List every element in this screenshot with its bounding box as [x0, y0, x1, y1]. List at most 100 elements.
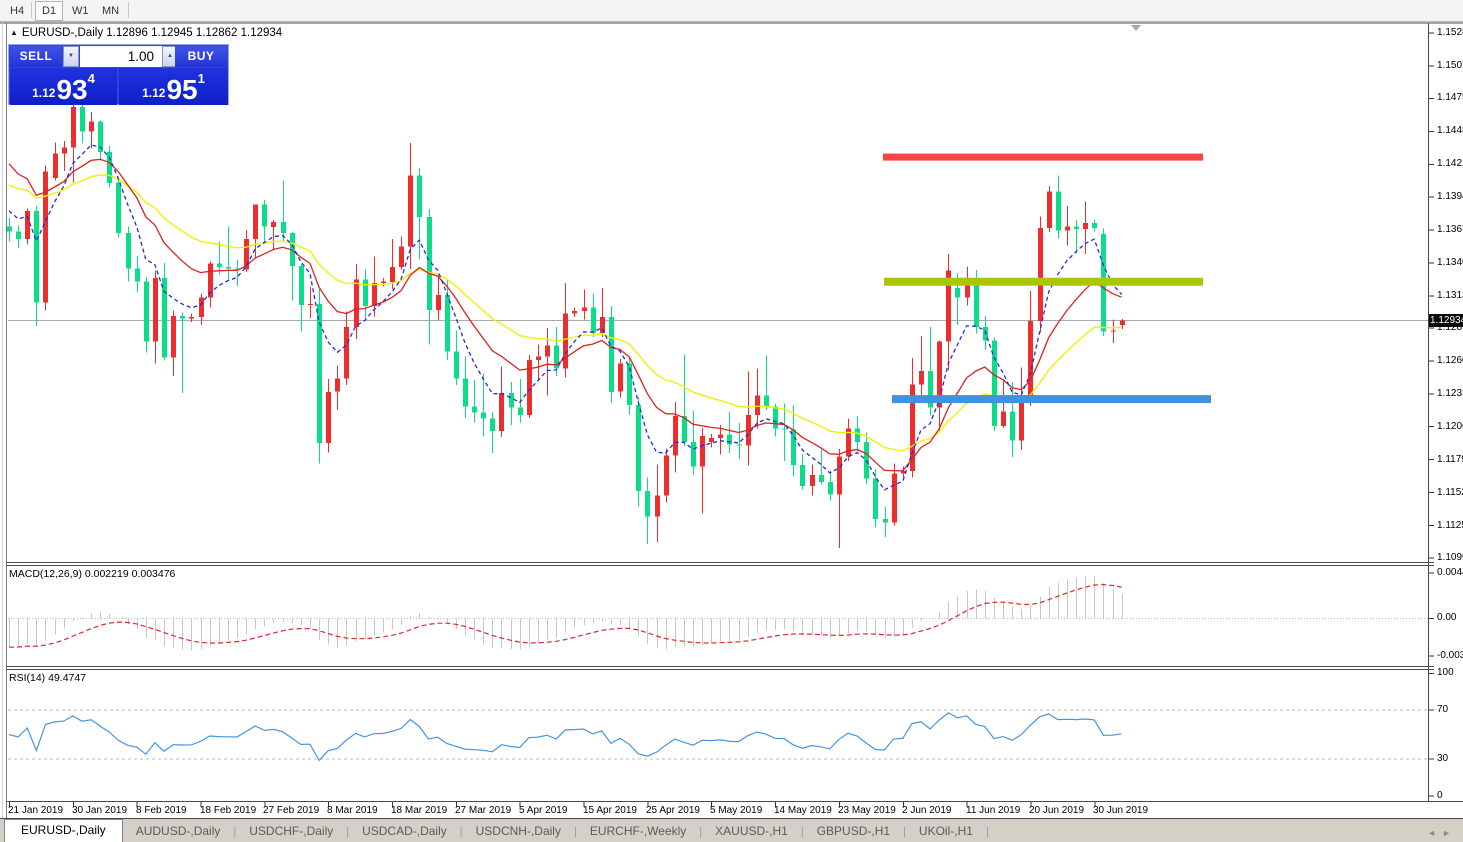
- chart-shift-marker-icon[interactable]: [1131, 25, 1141, 31]
- chart-title: ▲ EURUSD-,Daily 1.12896 1.12945 1.12862 1…: [10, 27, 282, 39]
- hline-support[interactable]: [892, 395, 1211, 404]
- candle: [1028, 320, 1033, 402]
- tab-separator: |: [903, 826, 906, 838]
- tab-separator: |: [459, 826, 463, 838]
- candle: [135, 268, 140, 282]
- candle: [764, 395, 769, 407]
- candle: [636, 405, 641, 491]
- candle: [235, 268, 240, 270]
- sell-price-prefix: 1.12: [32, 86, 56, 100]
- candle: [955, 287, 960, 298]
- date-label: 5 May 2019: [710, 805, 763, 816]
- macd-signal-line: [8, 583, 1122, 648]
- sell-button[interactable]: SELL: [10, 46, 62, 67]
- volume-decrease-spinner[interactable]: ▼: [63, 46, 79, 67]
- candle: [399, 246, 404, 268]
- candle: [199, 297, 204, 318]
- candle: [883, 518, 888, 523]
- scroll-right-icon[interactable]: ►: [1442, 828, 1457, 838]
- candle: [354, 279, 359, 327]
- price-tick-label: 1.11525: [1437, 487, 1463, 498]
- buy-price-display[interactable]: 1.12 95 1: [119, 68, 228, 105]
- candle: [372, 283, 377, 307]
- macd-main-value: 0.002219: [84, 568, 129, 580]
- candle: [208, 263, 213, 298]
- bar-high: 1.12945: [151, 27, 193, 39]
- candle: [1010, 411, 1015, 441]
- candle: [1111, 330, 1116, 332]
- buy-button[interactable]: BUY: [175, 46, 227, 67]
- tab-separator: |: [985, 826, 989, 838]
- volume-increase-spinner[interactable]: ▲: [162, 46, 178, 67]
- rsi-tick-label: 70: [1437, 704, 1449, 715]
- scroll-left-icon[interactable]: ◄: [1427, 828, 1443, 838]
- candle: [226, 267, 231, 269]
- tab-scroll-arrows[interactable]: ◄►: [1427, 828, 1457, 838]
- price-tick-label: 1.13405: [1437, 257, 1463, 268]
- timeframe-button-mn[interactable]: MN: [102, 5, 120, 17]
- volume-input[interactable]: [80, 46, 162, 67]
- tab-gbpusd-h1[interactable]: GBPUSD-,H1: [816, 824, 891, 838]
- candle: [572, 311, 577, 314]
- tab-usdcad-daily[interactable]: USDCAD-,Daily: [362, 824, 447, 838]
- candle: [271, 221, 276, 227]
- hline-resistance[interactable]: [883, 153, 1203, 161]
- timeframe-button-d1[interactable]: D1: [35, 1, 64, 21]
- candle: [490, 418, 495, 431]
- candle: [737, 444, 742, 446]
- tab-usdcnh-daily[interactable]: USDCNH-,Daily: [475, 824, 561, 838]
- candle: [189, 317, 194, 319]
- candle: [1120, 320, 1125, 325]
- candle: [718, 434, 723, 439]
- timeframe-button-w1[interactable]: W1: [72, 5, 89, 17]
- candle: [691, 441, 696, 467]
- tab-separator: |: [233, 826, 237, 838]
- sell-price-display[interactable]: 1.12 93 4: [10, 68, 117, 105]
- candle: [819, 474, 824, 483]
- tab-usdchf-daily[interactable]: USDCHF-,Daily: [249, 824, 334, 838]
- candle: [518, 407, 523, 415]
- candle: [281, 221, 286, 233]
- candle: [217, 263, 222, 268]
- candle: [89, 121, 94, 132]
- candle: [116, 182, 121, 233]
- candle: [363, 279, 368, 307]
- candle: [427, 217, 432, 310]
- candle: [709, 438, 714, 442]
- tab-separator: |: [800, 826, 804, 838]
- tab-ukoil-h1[interactable]: UKOil-,H1: [918, 824, 973, 838]
- candle: [645, 490, 650, 517]
- buy-price-big: 95: [166, 74, 198, 105]
- candle: [1056, 191, 1061, 231]
- hline-mid[interactable]: [884, 277, 1203, 286]
- candle: [463, 378, 468, 407]
- candle: [600, 317, 605, 334]
- candle: [582, 307, 587, 312]
- tab-eurchf-weekly[interactable]: EURCHF-,Weekly: [589, 824, 687, 838]
- price-tick-label: 1.13135: [1437, 290, 1463, 301]
- chart-tab-bar: EURUSD-,Daily AUDUSD-,Daily | USDCHF-,Daily…: [0, 819, 1463, 842]
- candle: [144, 281, 149, 342]
- tab-audusd-daily[interactable]: AUDUSD-,Daily: [135, 824, 221, 838]
- candle: [1019, 401, 1024, 441]
- tab-xauusd-h1[interactable]: XAUUSD-,H1: [715, 824, 788, 838]
- rsi-tick-label: 30: [1437, 753, 1449, 764]
- candle: [974, 279, 979, 327]
- candle: [80, 107, 85, 132]
- candle: [454, 351, 459, 379]
- tab-separator: |: [699, 826, 703, 838]
- timeframe-button-h4[interactable]: H4: [10, 5, 25, 17]
- date-label: 2 Jun 2019: [902, 805, 952, 816]
- bar-open: 1.12896: [106, 27, 148, 39]
- price-tick-label: 1.11795: [1437, 454, 1463, 465]
- date-label: 20 Jun 2019: [1029, 805, 1085, 816]
- candle: [299, 265, 304, 305]
- candle: [965, 279, 970, 298]
- collapse-icon[interactable]: ▲: [10, 28, 18, 37]
- rsi-value: 49.4747: [48, 672, 87, 684]
- tab-eurusd-daily[interactable]: EURUSD-,Daily: [4, 819, 123, 842]
- price-tick-label: 1.14480: [1437, 125, 1463, 136]
- macd-tick-label: 0.00: [1437, 612, 1457, 623]
- candle: [53, 153, 58, 178]
